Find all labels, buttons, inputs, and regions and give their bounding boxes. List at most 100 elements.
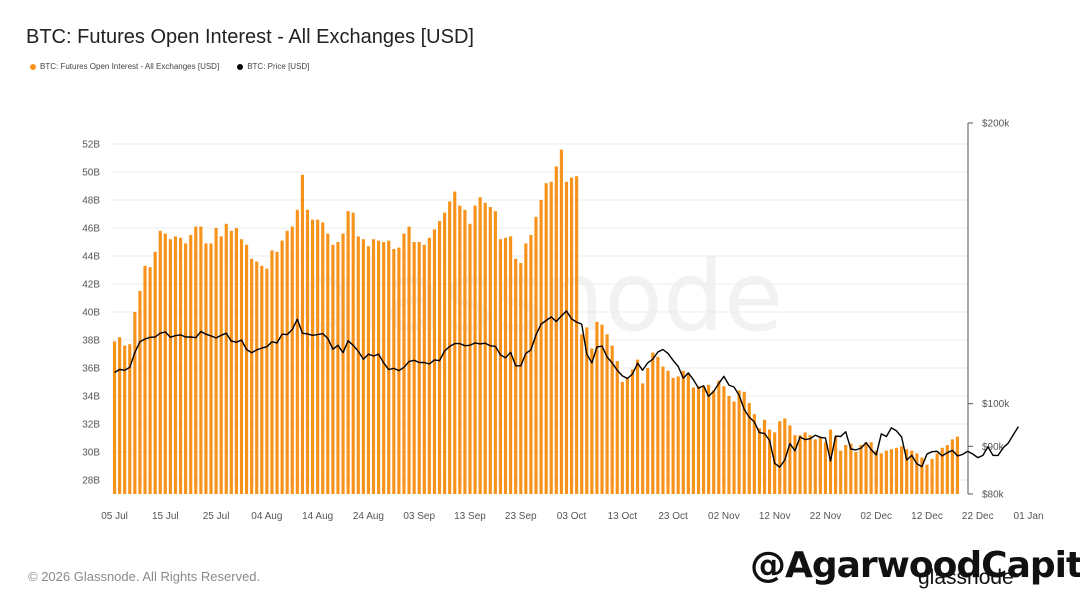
oi-bar	[889, 449, 894, 494]
oi-bar	[793, 435, 797, 494]
oi-bar	[128, 344, 132, 494]
oi-bar	[701, 386, 706, 494]
x-tick-label: 03 Oct	[557, 511, 587, 522]
oi-bar	[199, 226, 203, 494]
oi-bar	[295, 209, 299, 495]
oi-bar	[189, 235, 193, 494]
x-tick-label: 25 Jul	[203, 511, 230, 522]
oi-bar	[590, 348, 594, 494]
x-tick-label: 14 Aug	[302, 511, 333, 522]
oi-bar	[732, 401, 736, 494]
oi-bar	[615, 361, 619, 494]
oi-bar	[524, 243, 528, 494]
oi-bar	[148, 267, 152, 494]
oi-bar	[549, 181, 553, 495]
oi-bar	[671, 377, 675, 494]
oi-bar	[321, 222, 325, 494]
legend-item-open-interest[interactable]: BTC: Futures Open Interest - All Exchang…	[30, 62, 219, 71]
oi-bar	[300, 174, 304, 495]
oi-bar	[437, 221, 442, 494]
oi-bar	[585, 327, 589, 494]
copyright-text: © 2026 Glassnode. All Rights Reserved.	[28, 569, 261, 584]
oi-bar	[331, 244, 335, 494]
oi-bar	[661, 366, 665, 494]
oi-bar	[473, 205, 477, 494]
oi-bar	[184, 243, 188, 494]
oi-bar	[219, 236, 223, 494]
oi-bar	[620, 382, 624, 494]
oi-bar	[641, 383, 645, 494]
x-tick-label: 02 Nov	[708, 511, 740, 522]
oi-bar	[646, 368, 650, 494]
oi-bar	[798, 435, 802, 494]
oi-bar	[696, 386, 701, 494]
oi-bar	[377, 240, 381, 494]
oi-bar	[239, 239, 244, 494]
oi-bar	[163, 233, 167, 494]
oi-bar	[519, 263, 523, 494]
oi-bar	[849, 443, 853, 494]
oi-bar	[361, 239, 365, 494]
oi-bar	[260, 265, 264, 494]
oi-bar	[503, 237, 508, 495]
oi-bar	[539, 200, 543, 494]
oi-bar	[747, 403, 751, 494]
oi-bar	[884, 450, 888, 494]
oi-bar	[554, 166, 558, 494]
oi-bar	[178, 237, 183, 495]
oi-bar	[559, 149, 563, 494]
oi-bar	[879, 453, 883, 494]
oi-bar	[387, 240, 391, 494]
legend-item-price[interactable]: BTC: Price [USD]	[237, 62, 309, 71]
x-tick-label: 01 Jan	[1014, 511, 1044, 522]
oi-bar	[118, 337, 122, 494]
oi-bar	[935, 453, 939, 494]
legend-label-price: BTC: Price [USD]	[247, 62, 310, 71]
oi-bar	[544, 183, 548, 494]
oi-bar	[717, 380, 721, 494]
y-left-tick-label: 30B	[82, 448, 100, 459]
oi-bar	[712, 390, 716, 494]
oi-bar	[940, 447, 944, 494]
oi-bar	[351, 212, 355, 494]
y-left-tick-label: 46B	[82, 224, 100, 235]
oi-bar	[610, 345, 614, 494]
oi-bar	[133, 312, 137, 494]
x-tick-label: 24 Aug	[353, 511, 384, 522]
oi-bar	[869, 442, 873, 494]
oi-bar	[250, 258, 254, 494]
oi-bar	[859, 445, 863, 494]
oi-bar	[727, 396, 731, 494]
oi-bar	[635, 359, 640, 494]
oi-bar	[407, 226, 411, 494]
x-tick-label: 23 Sep	[505, 511, 537, 522]
oi-bar	[534, 216, 538, 495]
oi-bar	[371, 239, 376, 494]
x-tick-label: 15 Jul	[152, 511, 179, 522]
oi-bar	[153, 251, 157, 494]
oi-bar	[255, 261, 259, 494]
oi-bar	[392, 249, 396, 494]
oi-bar	[651, 352, 655, 494]
oi-bar	[280, 240, 284, 494]
oi-bar	[448, 201, 452, 494]
oi-bar	[828, 429, 833, 494]
oi-bar	[209, 243, 213, 494]
oi-bar	[285, 230, 289, 495]
legend-swatch-open-interest	[30, 63, 36, 70]
oi-bar	[945, 445, 949, 494]
oi-bar	[112, 341, 117, 494]
oi-bar	[412, 242, 416, 494]
x-tick-label: 22 Nov	[810, 511, 842, 522]
oi-bar	[143, 265, 147, 494]
oi-bar	[305, 209, 310, 495]
oi-bar	[123, 345, 127, 494]
oi-bar	[681, 370, 685, 494]
y-left-tick-label: 34B	[82, 392, 100, 403]
oi-bar	[194, 226, 198, 494]
y-left-tick-label: 44B	[82, 252, 100, 263]
x-tick-label: 23 Oct	[658, 511, 688, 522]
oi-bar	[478, 197, 482, 494]
x-tick-label: 05 Jul	[101, 511, 128, 522]
oi-bar	[950, 439, 954, 494]
